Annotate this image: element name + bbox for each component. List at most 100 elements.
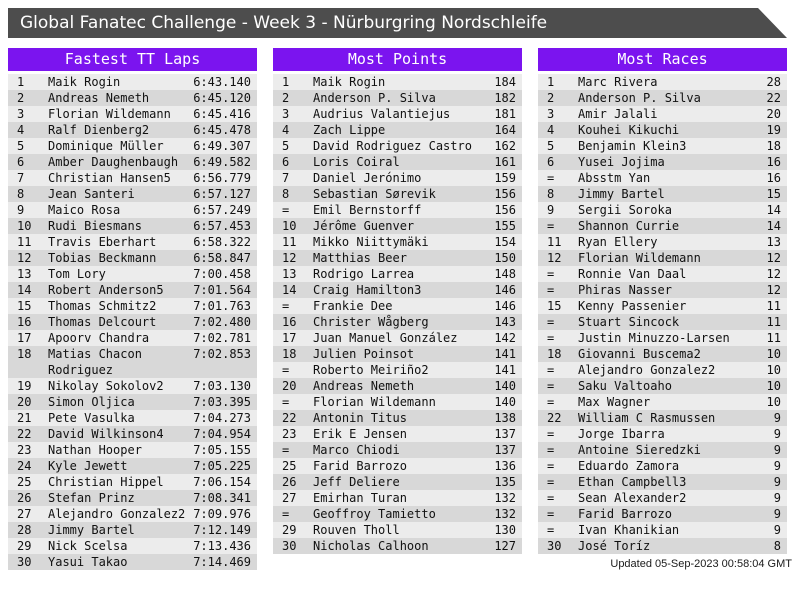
name-cell: Thomas Delcourt <box>48 315 157 329</box>
rank-cell: 27 <box>17 507 32 521</box>
table-row: 18 Julien Poinsot 141 <box>273 346 522 362</box>
rank-cell: 3 <box>282 107 290 121</box>
name-cell: Mikko Niittymäki <box>313 235 429 249</box>
name-cell: Nikolay Sokolov2 <box>48 379 164 393</box>
table-row: 1 Maik Rogin 6:43.140 <box>8 74 257 90</box>
rank-cell: 23 <box>282 427 297 441</box>
value-cell: 7:01.763 <box>193 299 251 313</box>
value-cell: 6:57.249 <box>193 203 251 217</box>
page-title: Global Fanatec Challenge - Week 3 - Nürb… <box>20 13 548 33</box>
value-cell: 184 <box>494 75 516 89</box>
rank-cell: = <box>547 331 555 345</box>
rank-cell: 1 <box>547 75 555 89</box>
name-cell: Maik Rogin <box>313 75 386 89</box>
name-cell: Stefan Prinz <box>48 491 135 505</box>
table-row: 8 Jimmy Bartel 15 <box>538 186 787 202</box>
table-row: 12 Florian Wildemann 12 <box>538 250 787 266</box>
rank-cell: 22 <box>547 411 562 425</box>
name-cell: Julien Poinsot <box>313 347 415 361</box>
value-cell: 182 <box>494 91 516 105</box>
table-row: 19 Nikolay Sokolov2 7:03.130 <box>8 378 257 394</box>
name-cell: Christer Wågberg <box>313 315 429 329</box>
name-cell: Benjamin Klein3 <box>578 139 687 153</box>
name-cell: William C Rasmussen <box>578 411 716 425</box>
value-cell: 6:45.120 <box>193 91 251 105</box>
name-cell: Geoffroy Tamietto <box>313 507 436 521</box>
table-row: = Florian Wildemann 140 <box>273 394 522 410</box>
rank-cell: 22 <box>17 427 32 441</box>
value-cell: 142 <box>494 331 516 345</box>
table-row: 11 Ryan Ellery 13 <box>538 234 787 250</box>
rank-cell: 30 <box>282 539 297 553</box>
value-cell: 6:49.582 <box>193 155 251 169</box>
table-row: = Eduardo Zamora 9 <box>538 458 787 474</box>
value-cell: 9 <box>773 427 781 441</box>
name-cell: Christian Hippel <box>48 475 164 489</box>
board-rows-fastest-tt-laps: 1 Maik Rogin 6:43.140 2 Andreas Nemeth 6:45.1… <box>8 74 257 570</box>
value-cell: 19 <box>766 123 781 137</box>
table-row: 27 Emirhan Turan 132 <box>273 490 522 506</box>
name-cell: Maico Rosa <box>48 203 121 217</box>
table-row: 6 Yusei Jojima 16 <box>538 154 787 170</box>
name-cell: Maik Rogin <box>48 75 121 89</box>
table-row: 22 David Wilkinson4 7:04.954 <box>8 426 257 442</box>
rank-cell: 25 <box>17 475 32 489</box>
name-cell: Marc Rivera <box>578 75 658 89</box>
name-cell: Sebastian Sørevik <box>313 187 436 201</box>
name-cell: Travis Eberhart <box>48 235 157 249</box>
name-cell: Giovanni Buscema2 <box>578 347 701 361</box>
value-cell: 9 <box>773 411 781 425</box>
value-cell: 6:57.453 <box>193 219 251 233</box>
updated-timestamp: Updated 05-Sep-2023 00:58:04 GMT <box>610 558 792 570</box>
rank-cell: 8 <box>17 187 25 201</box>
name-cell: Tom Lory <box>48 267 106 281</box>
rank-cell: 10 <box>17 219 32 233</box>
rank-cell: 12 <box>17 251 32 265</box>
name-cell: Ivan Khanikian <box>578 523 680 537</box>
rank-cell: 6 <box>17 155 25 169</box>
board-rows-most-points: 1 Maik Rogin 184 2 Anderson P. Silva 182 3 Audr… <box>273 74 522 554</box>
value-cell: 135 <box>494 475 516 489</box>
table-row: 5 Benjamin Klein3 18 <box>538 138 787 154</box>
value-cell: 10 <box>766 347 781 361</box>
name-cell: Nick Scelsa <box>48 539 128 553</box>
name-cell: Florian Wildemann <box>48 107 171 121</box>
rank-cell: 18 <box>17 347 32 361</box>
value-cell: 7:05.155 <box>193 443 251 457</box>
table-row: 8 Sebastian Sørevik 156 <box>273 186 522 202</box>
table-row: = Stuart Sincock 11 <box>538 314 787 330</box>
rank-cell: 30 <box>547 539 562 553</box>
name-cell: Florian Wildemann <box>578 251 701 265</box>
name-cell: Roberto Meiriño2 <box>313 363 429 377</box>
value-cell: 7:02.480 <box>193 315 251 329</box>
table-row: = Emil Bernstorff 156 <box>273 202 522 218</box>
rank-cell: 5 <box>547 139 555 153</box>
table-row: = Max Wagner 10 <box>538 394 787 410</box>
table-row: 13 Rodrigo Larrea 148 <box>273 266 522 282</box>
rank-cell: 21 <box>17 411 32 425</box>
value-cell: 137 <box>494 443 516 457</box>
table-row: 1 Maik Rogin 184 <box>273 74 522 90</box>
name-cell: Anderson P. Silva <box>578 91 701 105</box>
name-cell: Farid Barrozo <box>578 507 672 521</box>
value-cell: 141 <box>494 363 516 377</box>
value-cell: 143 <box>494 315 516 329</box>
table-row: 17 Juan Manuel González 142 <box>273 330 522 346</box>
rank-cell: 12 <box>547 251 562 265</box>
name-cell: Thomas Schmitz2 <box>48 299 157 313</box>
rank-cell: 22 <box>282 411 297 425</box>
name-cell: Andreas Nemeth <box>313 379 415 393</box>
value-cell: 140 <box>494 379 516 393</box>
value-cell: 10 <box>766 395 781 409</box>
table-row: 4 Kouhei Kikuchi 19 <box>538 122 787 138</box>
name-cell: Jeff Deliere <box>313 475 400 489</box>
rank-cell: 12 <box>282 251 297 265</box>
table-row: 30 Yasui Takao 7:14.469 <box>8 554 257 570</box>
board-title-most-points: Most Points <box>273 48 522 71</box>
name-cell: Amir Jalali <box>578 107 658 121</box>
rank-cell: 19 <box>17 379 32 393</box>
name-cell: Nicholas Calhoon <box>313 539 429 553</box>
name-cell: Anderson P. Silva <box>313 91 436 105</box>
value-cell: 7:02.853 <box>193 347 251 361</box>
table-row: 16 Christer Wågberg 143 <box>273 314 522 330</box>
